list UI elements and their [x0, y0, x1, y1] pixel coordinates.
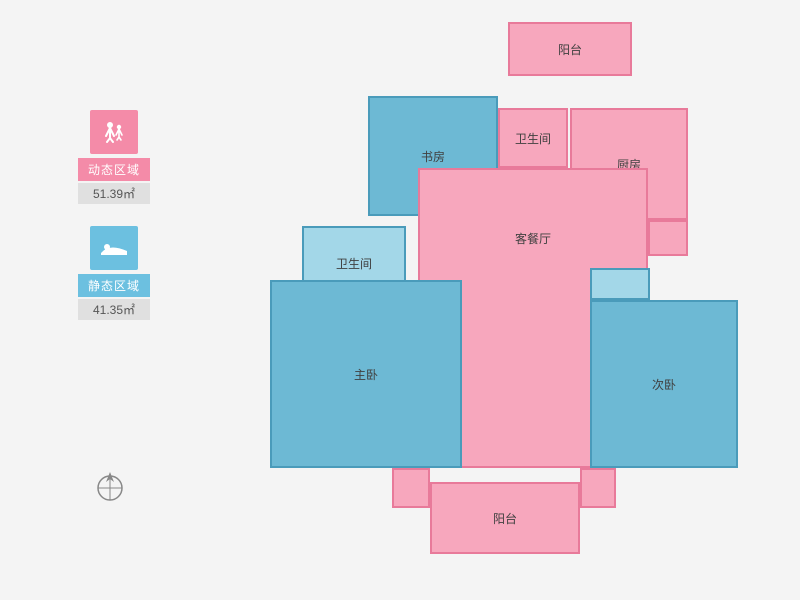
room-kitchen_ext — [648, 220, 688, 256]
people-icon — [100, 118, 128, 146]
room-label-study: 书房 — [421, 148, 445, 165]
room-second: 次卧 — [590, 300, 738, 468]
legend-static-title: 静态区域 — [78, 274, 150, 297]
floorplan: 阳台书房卫生间厨房客餐厅卫生间主卧次卧阳台 — [270, 22, 750, 582]
room-label-balcony_top: 阳台 — [558, 41, 582, 58]
room-balcony_top: 阳台 — [508, 22, 632, 76]
room-label-hall: 客餐厅 — [515, 230, 551, 247]
legend-dynamic-icon — [90, 110, 138, 154]
room-label-balcony_bot: 阳台 — [493, 510, 517, 527]
room-bath_top: 卫生间 — [498, 108, 568, 168]
room-balcony_bot: 阳台 — [430, 482, 580, 554]
room-balcony_bot_l — [392, 468, 430, 508]
room-label-master: 主卧 — [354, 366, 378, 383]
legend: 动态区域 51.39㎡ 静态区域 41.35㎡ — [78, 110, 150, 342]
room-label-bath_left: 卫生间 — [336, 255, 372, 272]
legend-dynamic-value: 51.39㎡ — [78, 183, 150, 204]
legend-dynamic-title: 动态区域 — [78, 158, 150, 181]
legend-static-icon — [90, 226, 138, 270]
legend-dynamic-block: 动态区域 51.39㎡ — [78, 110, 150, 204]
room-label-second: 次卧 — [652, 376, 676, 393]
room-entry_gap — [590, 268, 650, 300]
sleep-icon — [99, 237, 129, 259]
legend-static-value: 41.35㎡ — [78, 299, 150, 320]
room-balcony_bot_r — [580, 468, 616, 508]
compass-icon — [92, 468, 128, 509]
room-label-bath_top: 卫生间 — [515, 130, 551, 147]
room-master: 主卧 — [270, 280, 462, 468]
legend-static-block: 静态区域 41.35㎡ — [78, 226, 150, 320]
